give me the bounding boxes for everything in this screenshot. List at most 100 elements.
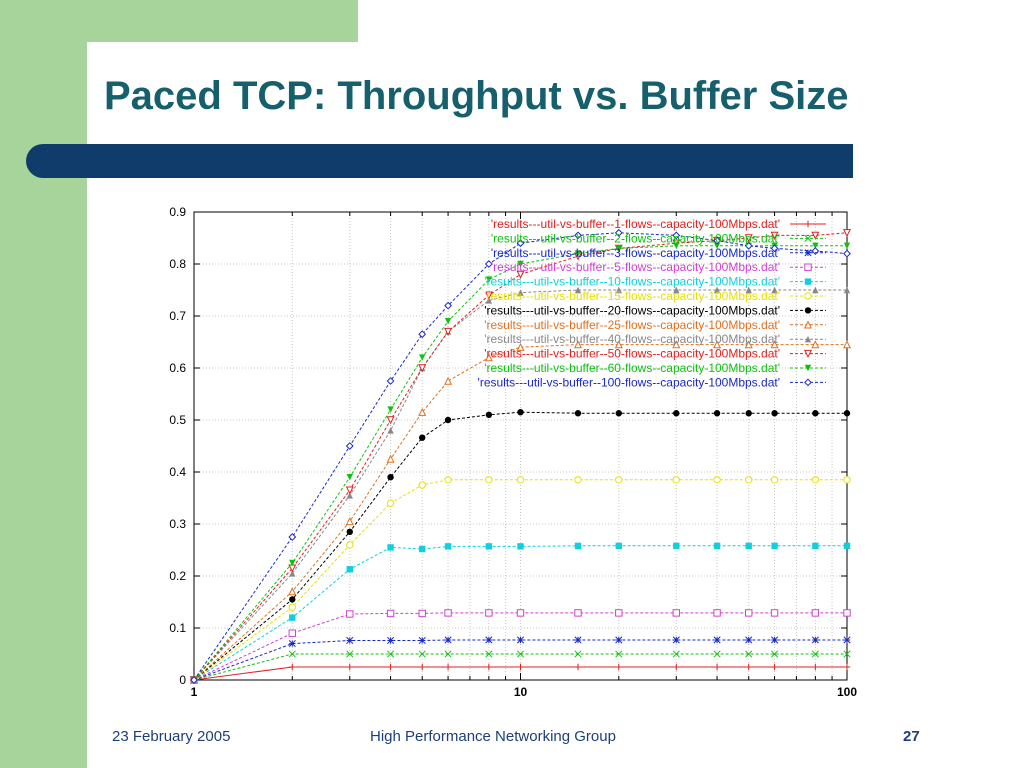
data-point — [843, 542, 851, 550]
data-point — [444, 376, 453, 385]
data-point — [745, 286, 752, 294]
data-point — [387, 650, 395, 658]
data-point — [574, 410, 582, 417]
data-point — [289, 570, 296, 577]
data-point — [444, 416, 452, 424]
data-point — [812, 410, 819, 417]
data-point — [804, 263, 812, 271]
data-point — [574, 542, 582, 550]
data-point — [811, 231, 820, 240]
data-point — [419, 434, 426, 441]
data-point — [615, 476, 623, 484]
data-point — [843, 476, 851, 484]
data-point — [803, 349, 813, 358]
data-point — [484, 260, 493, 268]
data-point — [804, 234, 812, 242]
data-point — [803, 320, 813, 329]
y-tick-label: 0.1 — [169, 621, 186, 635]
data-point — [346, 566, 353, 573]
data-point — [574, 663, 582, 671]
data-point — [811, 636, 819, 644]
data-point — [289, 663, 296, 671]
data-point — [812, 663, 819, 671]
data-point — [516, 609, 525, 617]
data-point — [673, 286, 680, 294]
data-point — [387, 474, 394, 481]
series-line — [193, 545, 847, 681]
data-point — [673, 663, 680, 671]
data-point — [346, 650, 354, 658]
y-tick-label: 0.6 — [169, 361, 186, 375]
data-point — [811, 247, 820, 255]
data-point — [745, 609, 753, 617]
data-point — [387, 406, 394, 413]
series-line — [193, 639, 847, 681]
data-point — [673, 410, 680, 417]
data-point — [673, 242, 680, 249]
data-point — [346, 636, 354, 645]
data-point — [345, 486, 354, 495]
data-point — [346, 474, 353, 481]
data-point — [843, 650, 851, 658]
data-point — [804, 278, 812, 285]
data-point — [288, 533, 297, 541]
data-point — [418, 364, 427, 373]
data-point — [485, 476, 493, 484]
data-point — [386, 454, 395, 463]
data-point — [386, 609, 395, 618]
data-point — [444, 476, 452, 484]
legend-label: 'results---util-vs-buffer--5-flows--capa… — [491, 260, 780, 274]
series-line — [193, 411, 847, 681]
y-tick-label: 0.3 — [169, 517, 186, 531]
data-point — [346, 610, 354, 618]
data-point — [485, 411, 493, 418]
data-point — [574, 250, 582, 257]
data-point — [574, 636, 582, 644]
data-point — [812, 242, 819, 249]
data-point — [811, 476, 820, 484]
data-point — [843, 663, 851, 671]
data-point — [516, 239, 525, 248]
data-point — [811, 650, 819, 658]
data-point — [745, 650, 753, 658]
data-point — [770, 231, 779, 240]
data-point — [444, 636, 452, 644]
data-point — [615, 542, 622, 550]
data-point — [485, 609, 493, 617]
data-point — [843, 609, 851, 617]
data-point — [804, 378, 812, 387]
legend-label: 'results---util-vs-buffer--3-flows--capa… — [491, 246, 780, 260]
data-point — [745, 663, 752, 671]
data-point — [484, 291, 493, 300]
data-point — [516, 636, 525, 644]
data-point — [615, 245, 622, 252]
data-point — [418, 636, 426, 645]
data-point — [574, 609, 582, 617]
data-point — [713, 476, 721, 484]
data-point — [516, 342, 525, 351]
data-point — [771, 542, 778, 550]
data-point — [771, 650, 779, 658]
data-point — [517, 409, 524, 416]
data-point — [484, 353, 493, 362]
chart-container: 0 0.1 0.2 0.3 0.4 0.5 0.6 0.7 0.8 0.9 1 10 100 'resul… — [150, 196, 870, 706]
legend-label: 'results---util-vs-buffer--40-flows--cap… — [484, 332, 780, 346]
data-point — [713, 340, 722, 349]
series-line — [193, 232, 848, 681]
series-line — [193, 479, 847, 681]
data-point — [444, 663, 452, 671]
data-point — [444, 301, 452, 310]
data-point — [346, 541, 354, 549]
data-point — [744, 241, 753, 250]
y-tick-label: 0.8 — [169, 257, 186, 271]
data-point — [804, 249, 812, 257]
x-tick-label: 1 — [191, 685, 198, 699]
data-point — [713, 236, 721, 245]
data-point — [804, 292, 812, 300]
data-point — [713, 542, 721, 550]
top-decor-band — [0, 0, 358, 42]
legend-label: 'results---util-vs-buffer--25-flows--cap… — [484, 318, 780, 332]
series-line — [193, 245, 847, 681]
data-point — [713, 663, 721, 671]
data-point — [744, 340, 753, 349]
